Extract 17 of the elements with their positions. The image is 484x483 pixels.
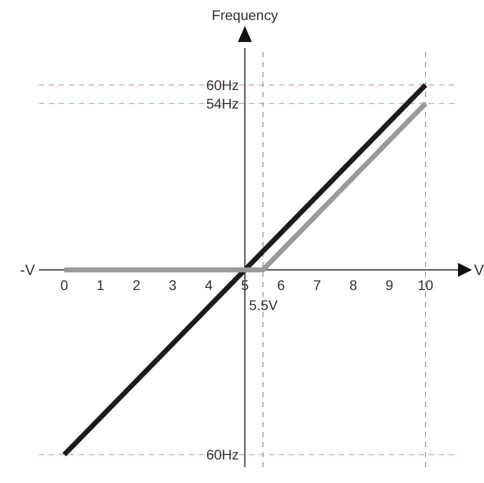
x-tick-label: 0 [60,276,68,293]
x-tick-label: 9 [385,276,394,293]
x-axis-title: V [474,262,484,279]
y-tick-label: 60Hz [206,446,239,463]
annotation: 5.5V [248,296,278,313]
y-tick-label: 54Hz [206,95,239,112]
y-axis-title: Frequency [212,7,278,23]
y-tick-label: 60Hz [206,76,239,93]
x-tick-label: 6 [277,276,286,293]
x-tick-label: 7 [313,276,322,293]
x-tick-label: 1 [96,276,105,293]
x-tick-label: 4 [204,276,213,293]
x-tick-label: 10 [418,276,434,293]
x-tick-label: 8 [349,276,358,293]
text: -V [20,262,35,279]
x-tick-label: 3 [168,276,177,293]
x-tick-label: 2 [132,276,141,293]
